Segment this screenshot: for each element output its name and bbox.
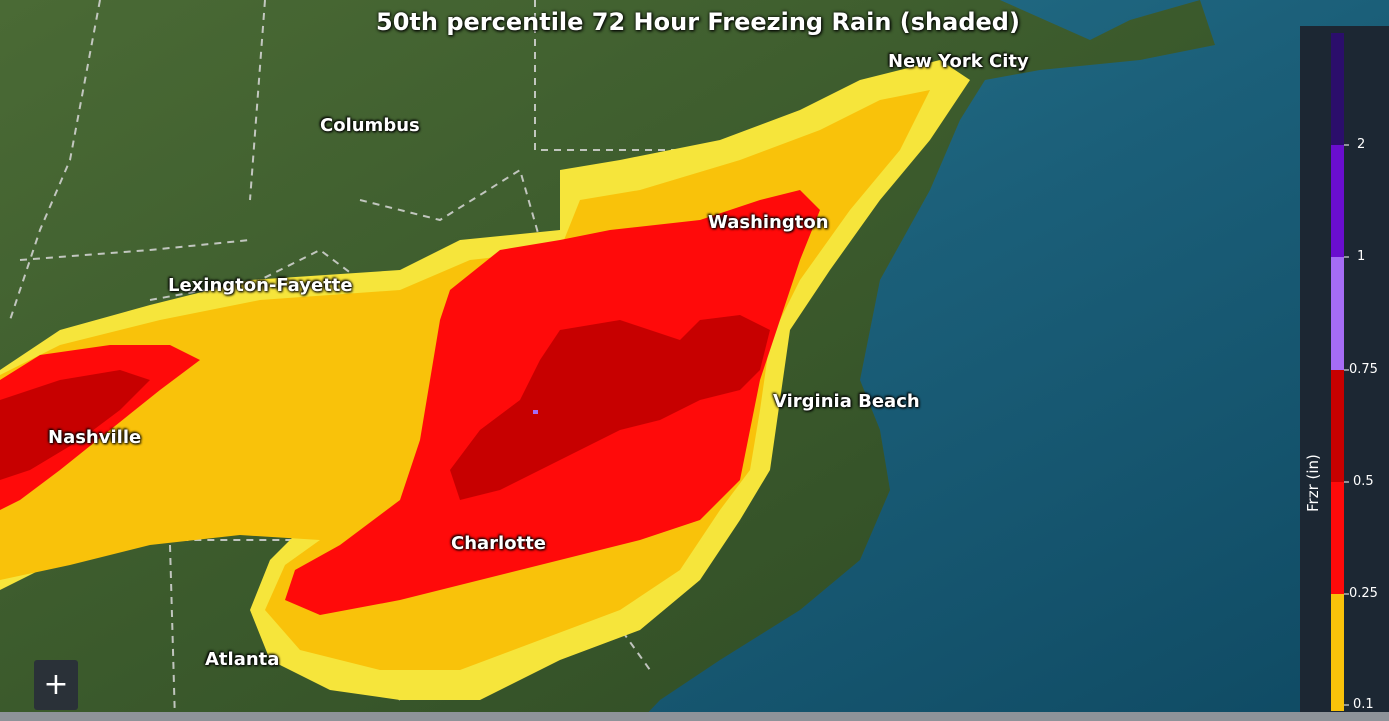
city-label-new-york-city: New York City [888,51,1029,72]
legend-panel [1300,26,1389,721]
legend-band-0-25-0-5 [1331,482,1344,594]
city-label-virginia-beach: Virginia Beach [773,391,920,412]
freezing-rain-speck [533,410,538,414]
legend-tick-marks [1344,144,1349,706]
legend-tick-0-75: 0.75 [1349,362,1378,377]
legend-band-2-plus [1331,33,1344,145]
freezing-rain-band-0-5-west [0,370,150,480]
city-label-columbus: Columbus [320,115,420,136]
legend-tick-0-25: 0.25 [1349,586,1378,601]
city-label-washington: Washington [708,212,829,233]
legend-tick-1: 1 [1357,249,1366,264]
city-label-atlanta: Atlanta [205,649,280,670]
legend-band-0-1-0-25 [1331,594,1344,711]
legend-band-1-2 [1331,145,1344,257]
city-label-nashville: Nashville [48,427,142,448]
city-label-lexington-fayette: Lexington-Fayette [168,275,353,296]
legend-colorbar [1331,33,1344,711]
legend-band-0-75-1 [1331,257,1344,370]
city-label-charlotte: Charlotte [451,533,547,554]
horizontal-scrollbar[interactable] [0,712,1389,721]
legend-tick-0-1: 0.1 [1353,697,1374,712]
freezing-rain-band-0-5 [450,315,770,500]
legend-tick-0-5: 0.5 [1353,474,1374,489]
legend-tick-2: 2 [1357,137,1366,152]
legend-title: Frzr (in) [1304,454,1322,512]
legend-band-0-5-0-75 [1331,370,1344,482]
map-title: 50th percentile 72 Hour Freezing Rain (s… [376,8,1020,36]
zoom-in-button[interactable]: + [34,660,78,710]
